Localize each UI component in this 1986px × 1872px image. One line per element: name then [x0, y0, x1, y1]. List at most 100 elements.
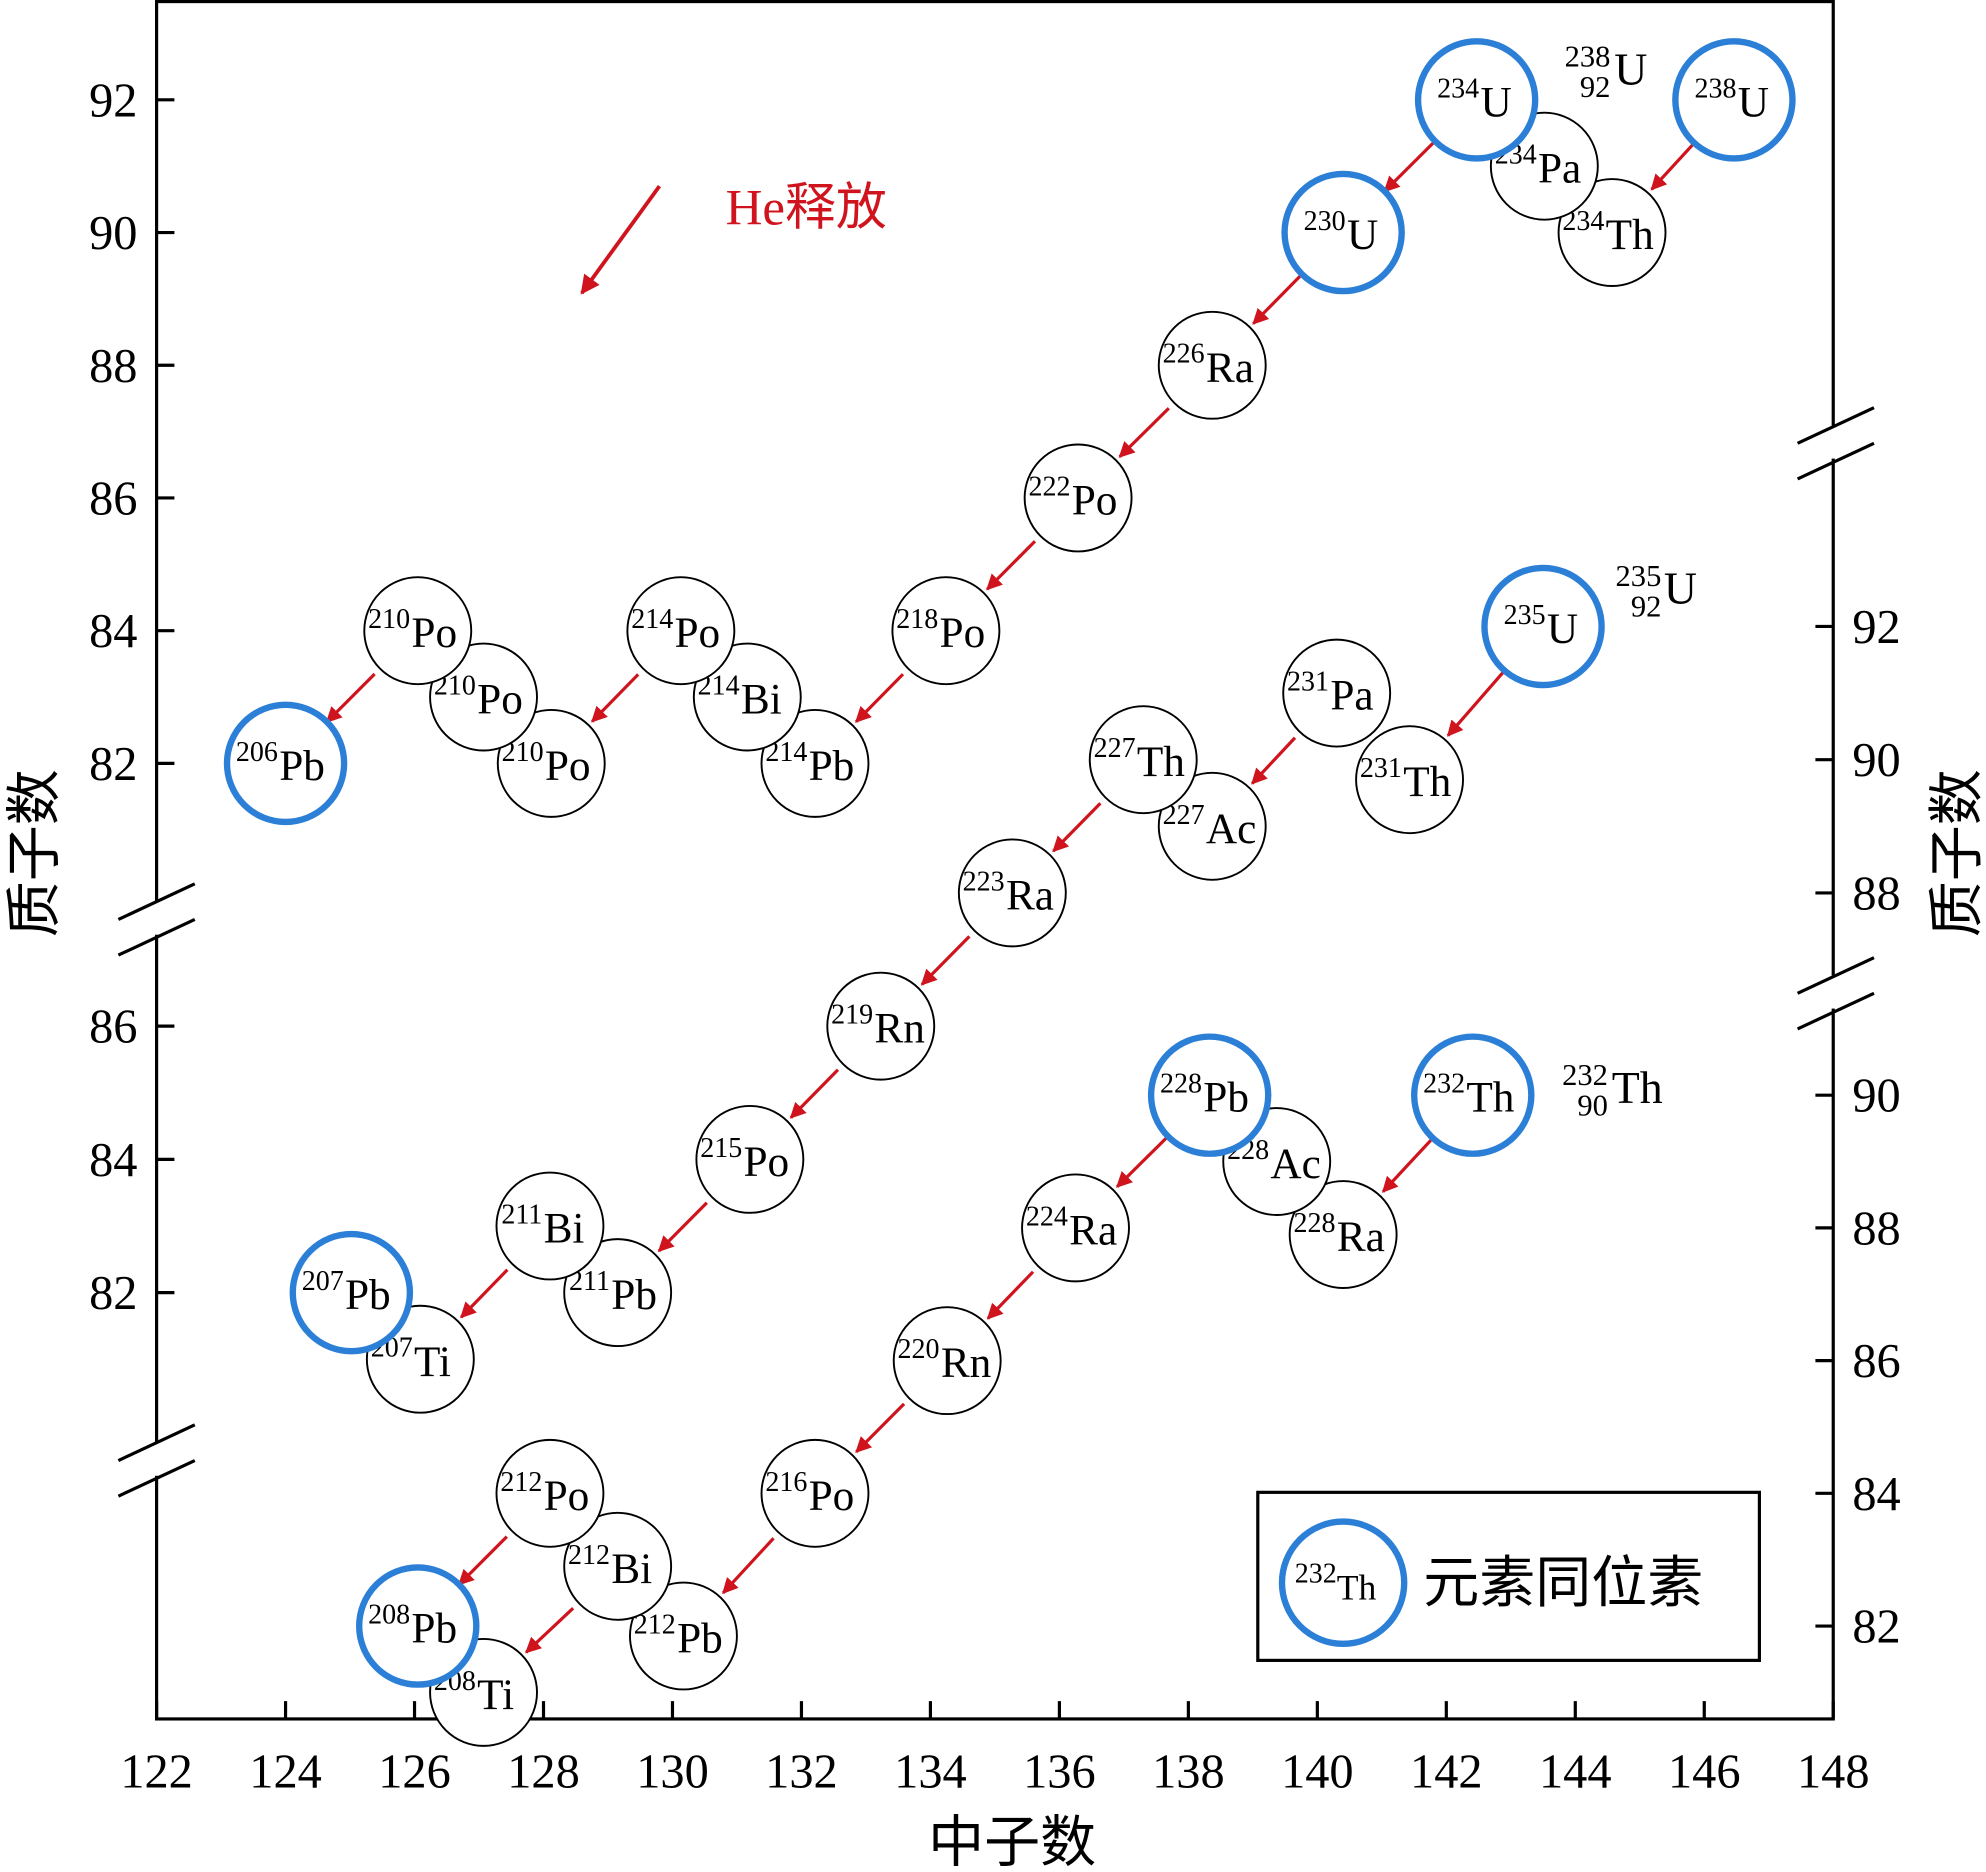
nuclide-mass: 231	[1287, 667, 1329, 698]
isotope-circle	[1411, 1033, 1535, 1157]
nuclide-symbol: U	[1480, 78, 1511, 126]
nuclide-symbol: Po	[743, 1138, 789, 1186]
nuclide-symbol: Ti	[477, 1671, 514, 1719]
nuclide-symbol: U	[1547, 605, 1578, 653]
nuclide-mass: 224	[1026, 1201, 1068, 1232]
decay-arrow	[1446, 671, 1505, 737]
decay-arrow	[1116, 1137, 1168, 1188]
decay-arrow	[325, 672, 376, 724]
nuclide-mass: 208	[368, 1599, 410, 1630]
nuclide-mass: 220	[898, 1334, 940, 1365]
x-tick-label: 148	[1797, 1746, 1870, 1799]
nuclide-circle	[563, 1511, 673, 1621]
nuclide-symbol: Rn	[874, 1005, 924, 1053]
y-tick-label: 86	[89, 1001, 137, 1054]
nuclide-circle	[891, 576, 1001, 686]
nuclide-symbol: Pb	[345, 1271, 391, 1319]
x-tick-label: 140	[1281, 1746, 1354, 1799]
nuclide-symbol: Ac	[1206, 805, 1256, 853]
nuclide-symbol: Pb	[677, 1615, 723, 1663]
decay-arrow	[854, 673, 905, 723]
plot-frame	[154, 0, 1835, 1721]
decay-arrow	[1118, 407, 1170, 458]
nuclide-mass: 231	[1360, 753, 1402, 784]
nuclide-symbol: U	[1347, 211, 1378, 259]
decay-arrow	[855, 1402, 906, 1453]
legend-symbol: Th	[1337, 1567, 1377, 1607]
legend-mass: 232	[1295, 1559, 1337, 1590]
isotope-circle	[289, 1230, 414, 1355]
x-tick-label: 126	[378, 1746, 451, 1799]
nuclide-circle	[626, 576, 736, 686]
y2-tick-label: 86	[1852, 1335, 1900, 1388]
nuclide-circle	[1282, 638, 1392, 748]
y2-tick-label: 92	[1852, 601, 1900, 654]
decay-arrow	[1381, 1138, 1433, 1193]
nuclide-circle	[496, 708, 606, 818]
nuclide-symbol: Ra	[1069, 1206, 1117, 1254]
x-tick-label: 142	[1410, 1746, 1483, 1799]
nuclide-mass: 212	[568, 1540, 610, 1571]
nuclide-circle	[1355, 725, 1464, 835]
decay-arrow	[1052, 802, 1102, 853]
nuclide-circle	[1288, 1180, 1398, 1289]
nuclide-circle	[1557, 178, 1667, 287]
nuclide-mass: 214	[631, 604, 673, 635]
nuclide-mass: 211	[501, 1199, 542, 1230]
nuclide-mass: 212	[500, 1467, 542, 1498]
nuclide-symbol: Po	[411, 609, 457, 657]
nuclide-circle	[495, 1171, 605, 1281]
annotation-arrow	[580, 185, 661, 295]
nuclide-mass: 228	[1160, 1069, 1202, 1100]
decay-arrow	[525, 1607, 575, 1654]
nuclide-symbol: Po	[544, 1472, 590, 1520]
nuclide-mass: 234	[1437, 73, 1479, 104]
nuclide-circle	[892, 1306, 1002, 1416]
nuclide-symbol: Th	[1466, 1074, 1514, 1122]
nuclide-symbol: Po	[940, 609, 986, 657]
nuclide-symbol: Ra	[1206, 344, 1254, 392]
nuclide-symbol: Po	[545, 742, 591, 790]
nuclide-circle	[695, 1104, 805, 1214]
nuclide-symbol: Ra	[1006, 871, 1054, 919]
nuclide-circle	[629, 1581, 738, 1691]
chain-mass: 235	[1616, 559, 1662, 593]
y2-tick-label: 82	[1852, 1601, 1900, 1654]
decay-arrow	[1252, 274, 1302, 325]
isotope-circle	[1672, 38, 1796, 162]
x-tick-label: 146	[1668, 1746, 1741, 1799]
y-tick-label: 90	[89, 207, 137, 260]
nuclide-symbol: Pb	[411, 1605, 457, 1653]
isotope-circle	[1281, 170, 1405, 295]
nuclide-mass: 206	[236, 737, 278, 768]
x-tick-label: 132	[765, 1746, 838, 1799]
isotope-circle	[1481, 564, 1605, 689]
chain-charge: 92	[1631, 589, 1662, 623]
y2-tick-label: 84	[1852, 1468, 1900, 1521]
nuclide-symbol: Po	[477, 676, 523, 724]
chain-charge: 92	[1580, 70, 1611, 104]
nuclide-mass: 216	[765, 1467, 807, 1498]
nuclide-symbol: Pb	[611, 1271, 657, 1319]
y-tick-label: 84	[89, 605, 137, 658]
nuclide-symbol: Pa	[1538, 145, 1581, 193]
x-tick-label: 122	[120, 1746, 193, 1799]
decay-arrow	[460, 1268, 509, 1319]
x-tick-label: 134	[894, 1746, 967, 1799]
nuclide-mass: 223	[963, 866, 1005, 897]
nuclide-mass: 226	[1163, 339, 1205, 370]
y-tick-label: 82	[89, 738, 137, 791]
x-tick-label: 124	[249, 1746, 322, 1799]
y-tick-label: 84	[89, 1134, 137, 1187]
nuclide-circle	[363, 576, 473, 686]
nuclide-symbol: Ti	[414, 1338, 451, 1386]
decay-arrow	[1251, 736, 1297, 785]
nuclide-mass: 230	[1304, 206, 1346, 237]
chain-symbol: U	[1614, 43, 1647, 94]
decay-arrow	[986, 1270, 1035, 1320]
nuclide-symbol: Th	[1137, 738, 1185, 786]
y2-axis-label: 质子数	[1927, 769, 1986, 937]
nuclide-symbol: Ra	[1337, 1213, 1385, 1261]
nuclide-symbol: Ac	[1270, 1140, 1320, 1188]
nuclide-circle	[429, 642, 538, 752]
